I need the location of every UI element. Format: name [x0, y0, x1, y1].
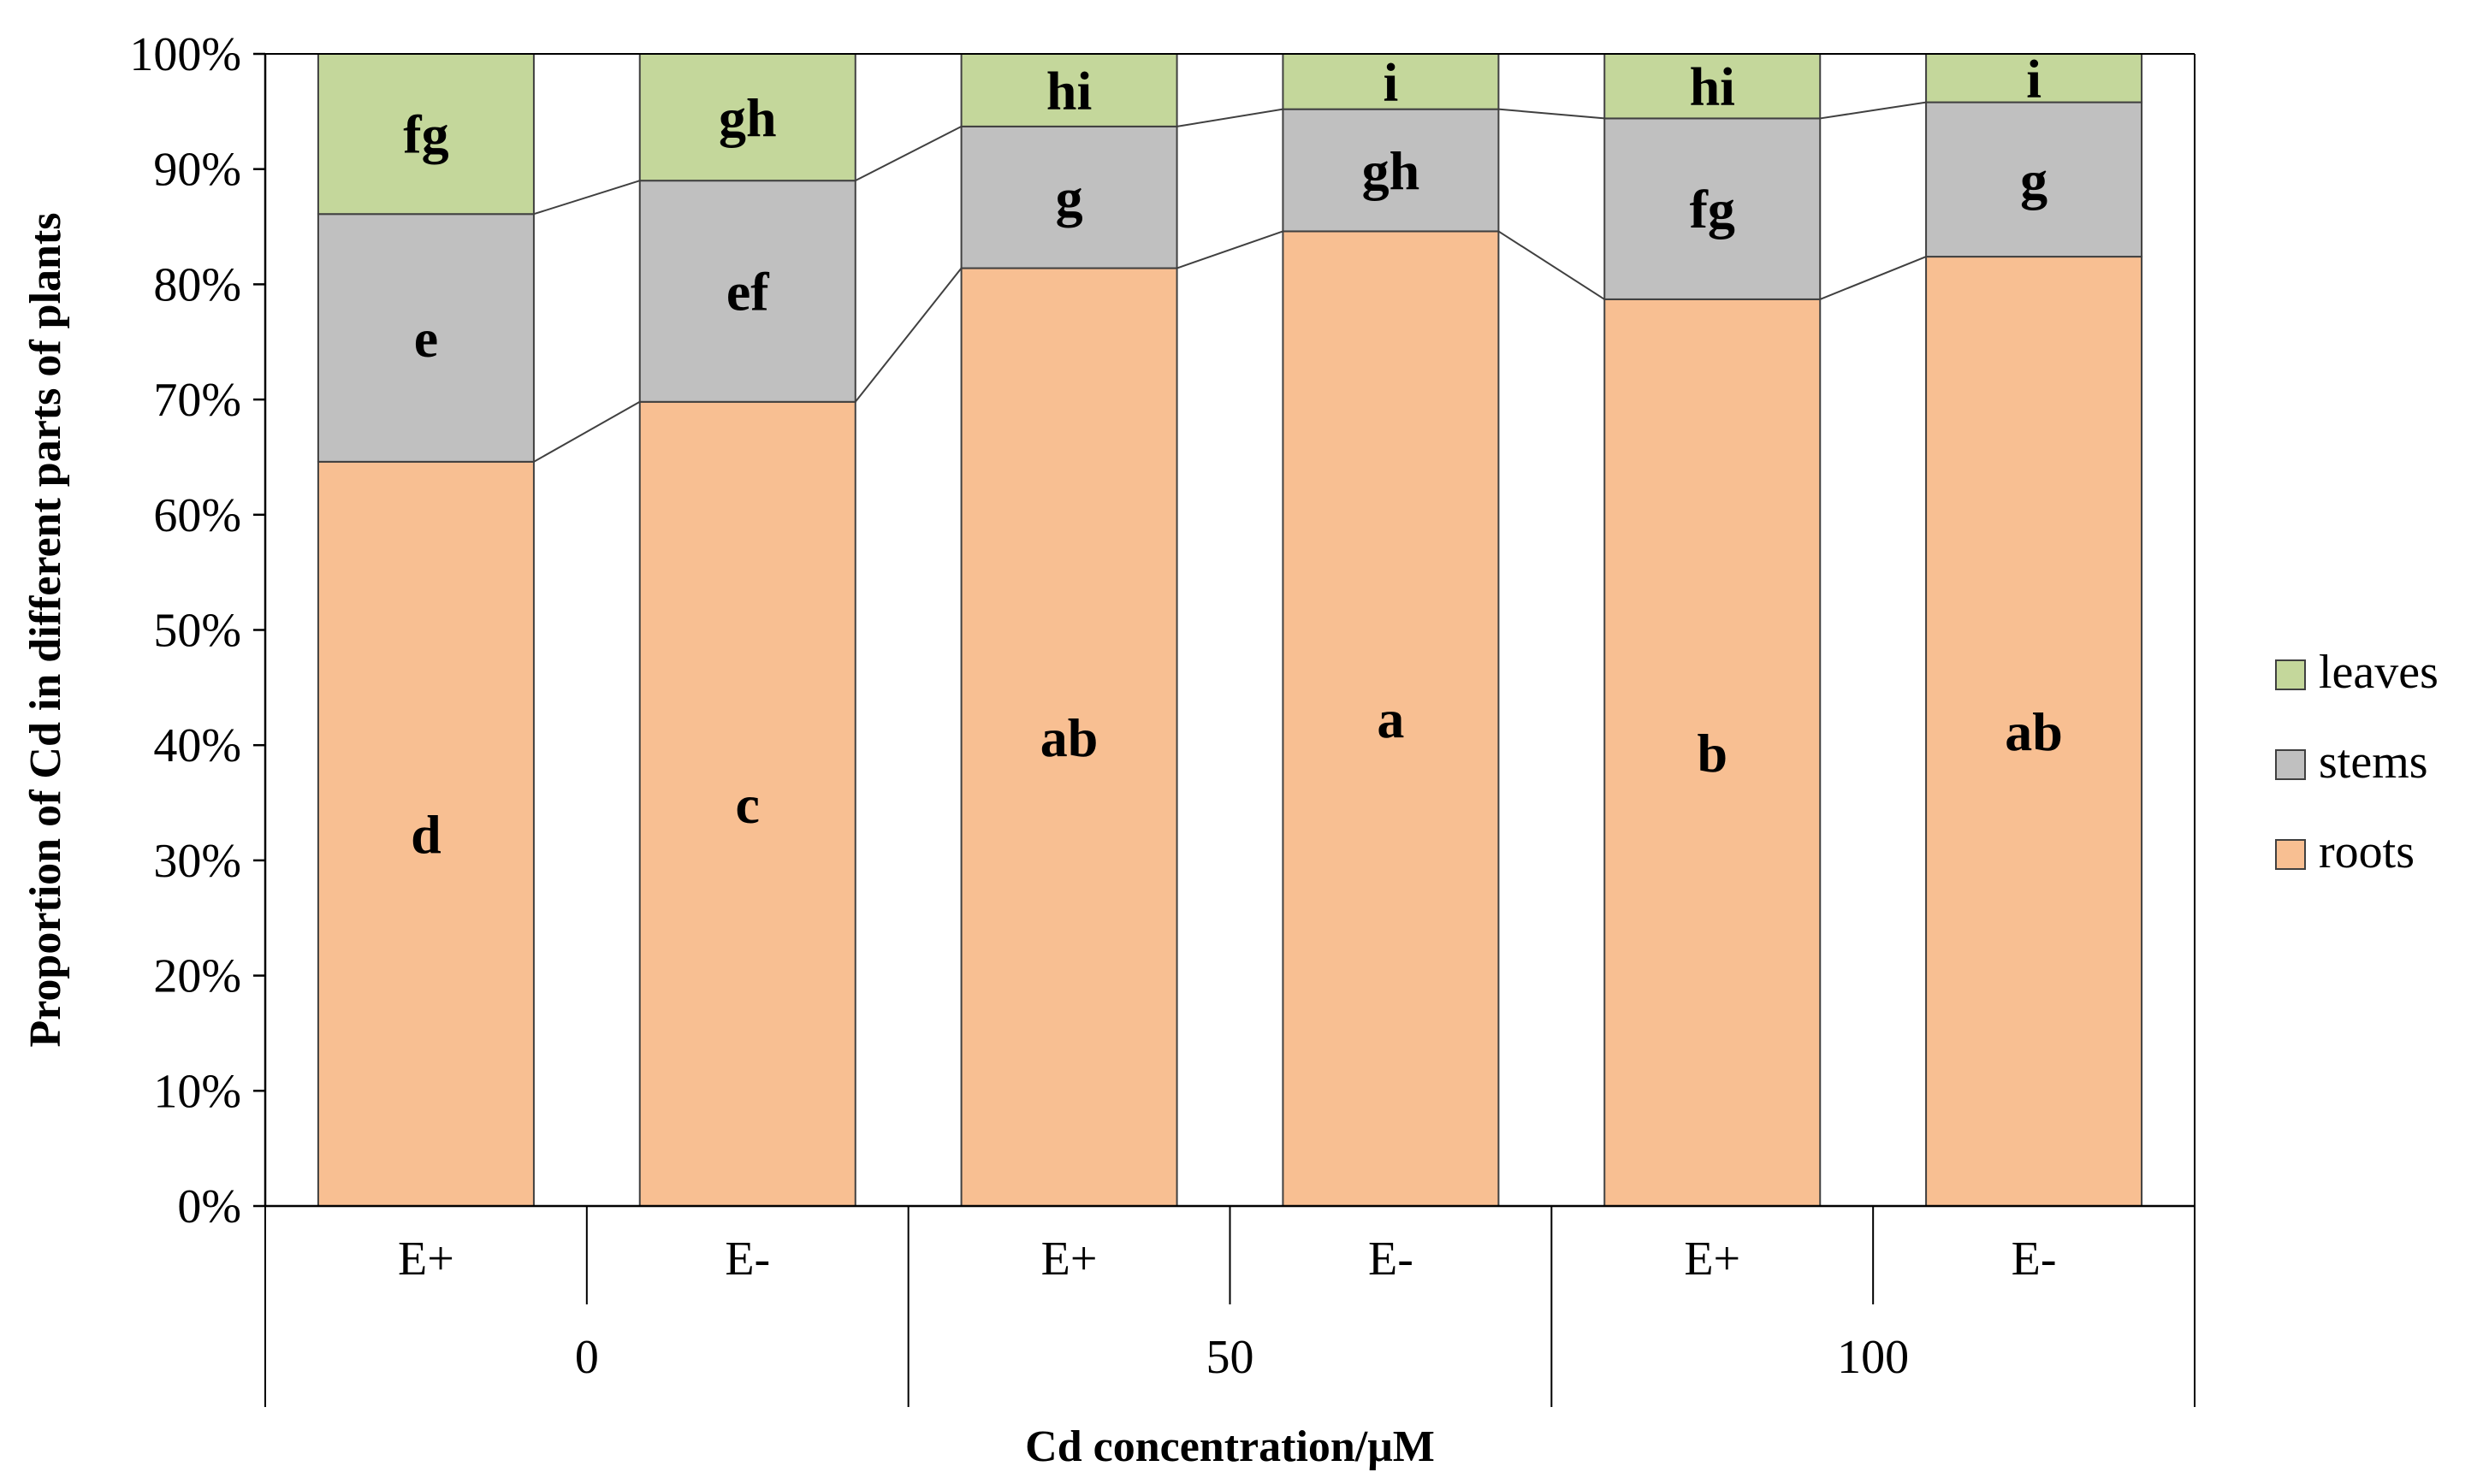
letter-stems-1: ef — [726, 261, 769, 322]
x-axis-title: Cd concentration/μM — [1025, 1422, 1435, 1471]
letter-stems-4: fg — [1690, 179, 1735, 239]
letter-roots-0: d — [411, 804, 441, 865]
x-category-label-5: E- — [2012, 1233, 2057, 1286]
legend: leaves stems roots — [2275, 646, 2438, 878]
series-line-roots-4 — [1819, 256, 1927, 300]
bar-roots-3 — [1282, 230, 1500, 1207]
bar-roots-5 — [1925, 256, 2143, 1207]
letter-roots-4: b — [1697, 723, 1727, 783]
legend-swatch-stems — [2275, 749, 2306, 780]
letter-roots-1: c — [736, 774, 760, 835]
y-tick-label-7: 70% — [153, 374, 241, 427]
letter-leaves-0: fg — [403, 104, 448, 165]
bar-stems-0 — [317, 213, 535, 463]
legend-swatch-roots — [2275, 839, 2306, 870]
letter-stems-3: gh — [1362, 140, 1420, 201]
series-line-stems-0 — [533, 180, 641, 216]
letter-stems-0: e — [414, 308, 438, 369]
letter-leaves-3: i — [1384, 51, 1399, 112]
x-group-label-2: 100 — [1837, 1331, 1909, 1384]
bar-leaves-4 — [1603, 53, 1822, 120]
legend-label-leaves: leaves — [2319, 646, 2438, 699]
bar-stems-5 — [1925, 101, 2143, 258]
series-line-roots-3 — [1497, 230, 1605, 300]
bar-leaves-5 — [1925, 53, 2143, 103]
series-line-roots-0 — [533, 400, 641, 463]
x-category-label-0: E+ — [398, 1233, 454, 1286]
bar-roots-0 — [317, 460, 535, 1207]
series-line-roots-2 — [1176, 230, 1283, 269]
x-group-label-1: 50 — [1206, 1331, 1254, 1384]
x-category-label-3: E- — [1368, 1233, 1413, 1286]
y-tick-label-9: 90% — [153, 144, 241, 197]
letter-roots-3: a — [1377, 689, 1404, 749]
axes-layer: 0% 10% 20% 30% 40% 50% 60% 70% 80% 90% 100% E+ E- E+ E… — [129, 28, 2196, 1407]
bar-stems-2 — [960, 125, 1178, 269]
letter-roots-5: ab — [2005, 701, 2063, 762]
y-tick-label-6: 60% — [153, 489, 241, 542]
y-tick-label-10: 100% — [129, 28, 241, 81]
y-tick-label-2: 20% — [153, 950, 241, 1003]
bar-roots-2 — [960, 267, 1178, 1207]
y-tick-label-4: 40% — [153, 719, 241, 772]
bar-roots-4 — [1603, 298, 1822, 1207]
series-line-stems-1 — [855, 125, 963, 182]
bar-roots-1 — [638, 400, 856, 1207]
y-axis-title: Proportion of Cd in different parts of p… — [21, 213, 70, 1048]
letter-leaves-4: hi — [1690, 56, 1735, 117]
y-tick-label-1: 10% — [153, 1065, 241, 1118]
x-category-label-4: E+ — [1684, 1233, 1740, 1286]
letter-stems-5: g — [2020, 150, 2047, 210]
legend-swatch-leaves — [2275, 659, 2306, 690]
bar-leaves-2 — [960, 53, 1178, 127]
letter-leaves-5: i — [2026, 48, 2041, 109]
y-tick-label-3: 30% — [153, 835, 241, 888]
x-category-label-2: E+ — [1041, 1233, 1098, 1286]
bar-stems-1 — [638, 180, 856, 403]
y-tick-label-0: 0% — [177, 1180, 241, 1233]
x-category-label-1: E- — [725, 1233, 770, 1286]
y-tick-label-5: 50% — [153, 605, 241, 658]
bar-leaves-3 — [1282, 53, 1500, 110]
bar-leaves-1 — [638, 53, 856, 182]
legend-label-stems: stems — [2319, 736, 2428, 789]
series-line-stems-4 — [1820, 101, 1927, 120]
letter-stems-2: g — [1056, 168, 1083, 228]
letter-roots-2: ab — [1040, 707, 1099, 768]
y-tick-label-8: 80% — [153, 258, 241, 311]
bar-stems-3 — [1282, 108, 1500, 233]
letter-leaves-2: hi — [1046, 60, 1092, 121]
x-group-label-0: 0 — [575, 1331, 599, 1384]
series-lines-layer — [533, 101, 1927, 463]
series-line-stems-2 — [1176, 108, 1283, 127]
legend-label-roots: roots — [2319, 825, 2415, 878]
bars-layer — [317, 53, 2143, 1207]
letter-leaves-1: gh — [719, 87, 777, 148]
series-line-stems-3 — [1498, 108, 1605, 120]
series-line-roots-1 — [854, 267, 963, 403]
